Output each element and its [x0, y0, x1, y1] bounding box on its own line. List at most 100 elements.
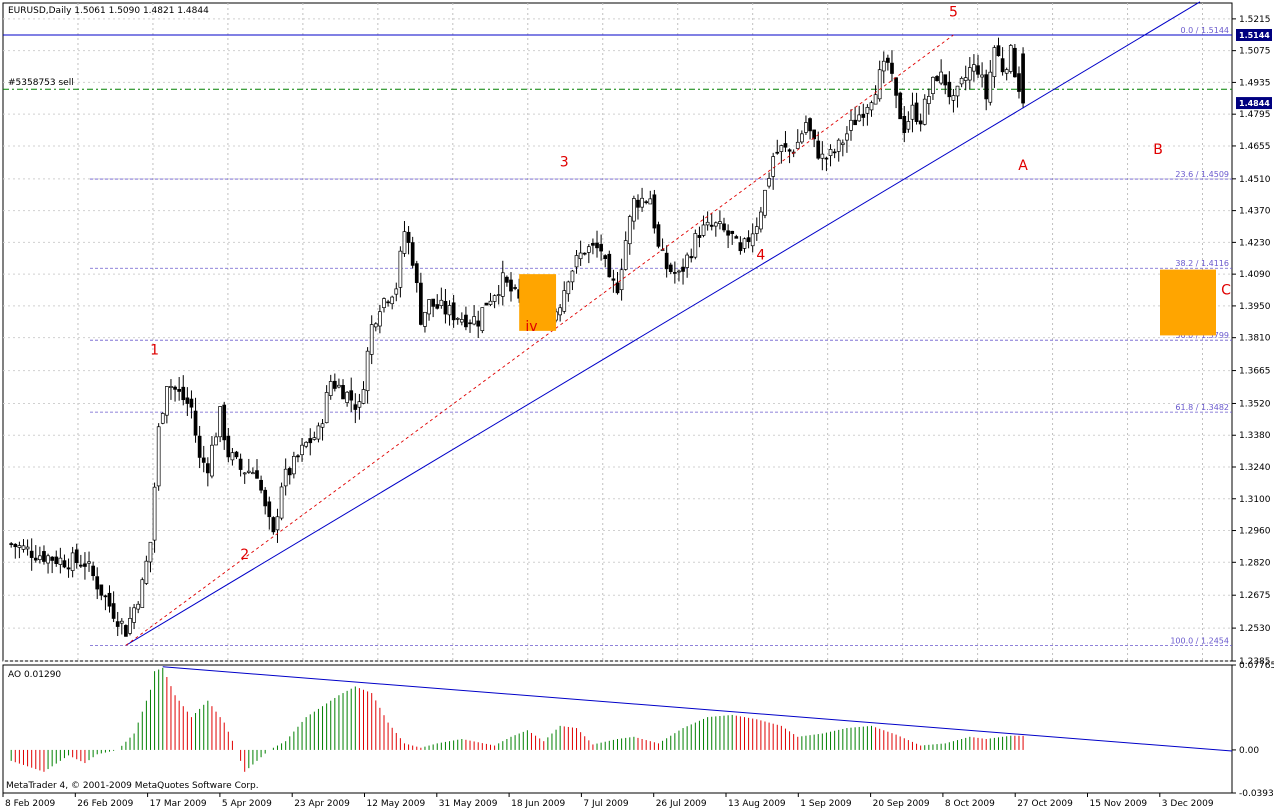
candle-body — [849, 119, 853, 131]
candle-body — [324, 392, 329, 424]
time-tick-label: 8 Oct 2009 — [945, 799, 995, 809]
candle-body — [787, 149, 792, 152]
candle-body — [29, 550, 34, 558]
candle-body — [865, 107, 870, 114]
candle-body — [808, 118, 812, 132]
candle-body — [464, 314, 468, 328]
price-tick-label: 1.2385 — [1239, 657, 1271, 667]
candle-body — [107, 592, 112, 607]
price-tick-label: 1.4510 — [1239, 175, 1271, 185]
candle-body — [54, 556, 59, 564]
candle-body — [390, 296, 395, 305]
candle-body — [353, 404, 358, 410]
candle-body — [861, 113, 866, 118]
candle-body — [78, 564, 83, 567]
candle-body — [83, 563, 87, 567]
candle-body — [836, 139, 841, 152]
candle-body — [46, 555, 50, 564]
candle-body — [21, 545, 26, 550]
candle-body — [87, 561, 91, 564]
candle-body — [312, 437, 317, 440]
time-tick-label: 12 May 2009 — [367, 799, 426, 809]
candle-body — [754, 226, 759, 234]
candle-body — [677, 270, 681, 273]
candle-body — [193, 410, 198, 436]
wave-labels: 1 2 3 4 5 iv A B C — [150, 5, 1231, 563]
time-tick-label: 20 Sep 2009 — [873, 799, 930, 809]
candle-body — [210, 444, 214, 477]
time-tick-label: 26 Feb 2009 — [77, 799, 133, 809]
candle-body — [632, 198, 636, 222]
candle-body — [582, 252, 587, 255]
wave-label-C: C — [1221, 283, 1231, 299]
candle-body — [402, 231, 407, 254]
candle-body — [771, 156, 776, 177]
candle-body — [742, 238, 747, 249]
fib-label: 38.2 / 1.4116 — [1175, 259, 1229, 268]
candle-body — [586, 246, 591, 253]
orange-zone-iv — [519, 274, 557, 331]
candle-body — [181, 386, 186, 401]
candle-body — [365, 350, 370, 392]
candle-body — [877, 69, 882, 100]
time-tick-label: 26 Jul 2009 — [656, 799, 707, 809]
wave-label-5: 5 — [949, 5, 958, 21]
candle-body — [1008, 45, 1013, 72]
candle-body — [595, 242, 599, 249]
candle-body — [869, 102, 874, 111]
candle-body — [484, 302, 489, 306]
candle-body — [361, 389, 366, 404]
candle-body — [992, 47, 997, 77]
candle-body — [746, 237, 751, 243]
candle-body — [615, 282, 620, 294]
candle-body — [840, 142, 845, 145]
price-tag — [1236, 97, 1272, 110]
candle-body — [38, 555, 42, 561]
candle-body — [816, 140, 821, 159]
time-tick-label: 27 Oct 2009 — [1017, 799, 1073, 809]
candle-body — [419, 282, 423, 325]
orange-zone-c — [1160, 269, 1216, 336]
candle-body — [259, 479, 263, 491]
candle-body — [976, 65, 980, 75]
candle-body — [873, 94, 878, 105]
wave-label-B: B — [1153, 142, 1163, 158]
candle-body — [132, 607, 136, 623]
candle-body — [955, 85, 960, 97]
price-tick-label: 1.5215 — [1239, 15, 1271, 25]
candle-body — [279, 486, 284, 519]
candle-body — [382, 298, 386, 309]
candle-body — [406, 231, 411, 243]
price-tag-label: 1.5144 — [1239, 31, 1270, 40]
candle-body — [636, 199, 640, 208]
candle-body — [447, 305, 452, 316]
candle-body — [201, 457, 206, 463]
candle-body — [238, 458, 243, 470]
candle-body — [468, 322, 472, 325]
candle-body — [890, 62, 894, 74]
candle-body — [1000, 58, 1005, 73]
candle-body — [169, 386, 173, 388]
candle-body — [935, 76, 939, 82]
candle-body — [173, 386, 177, 390]
candle-body — [685, 254, 689, 268]
candle-body — [308, 438, 313, 444]
candle-body — [505, 276, 509, 283]
candle-body — [275, 516, 280, 531]
candle-body — [730, 230, 735, 234]
candle-body — [963, 77, 968, 81]
candle-body — [689, 256, 694, 259]
candle-body — [718, 221, 722, 225]
candle-body — [693, 233, 698, 258]
candle-body — [898, 92, 903, 120]
candle-body — [103, 595, 108, 598]
candle-body — [74, 549, 79, 564]
candle-body — [283, 468, 288, 487]
price-tick-label: 1.4370 — [1239, 207, 1271, 217]
fib-label: 61.8 / 1.3482 — [1175, 403, 1229, 412]
candle-body — [386, 301, 390, 304]
ao-tick-label: 0.07765 — [1239, 661, 1274, 671]
candle-body — [627, 216, 632, 245]
candle-body — [648, 198, 653, 205]
